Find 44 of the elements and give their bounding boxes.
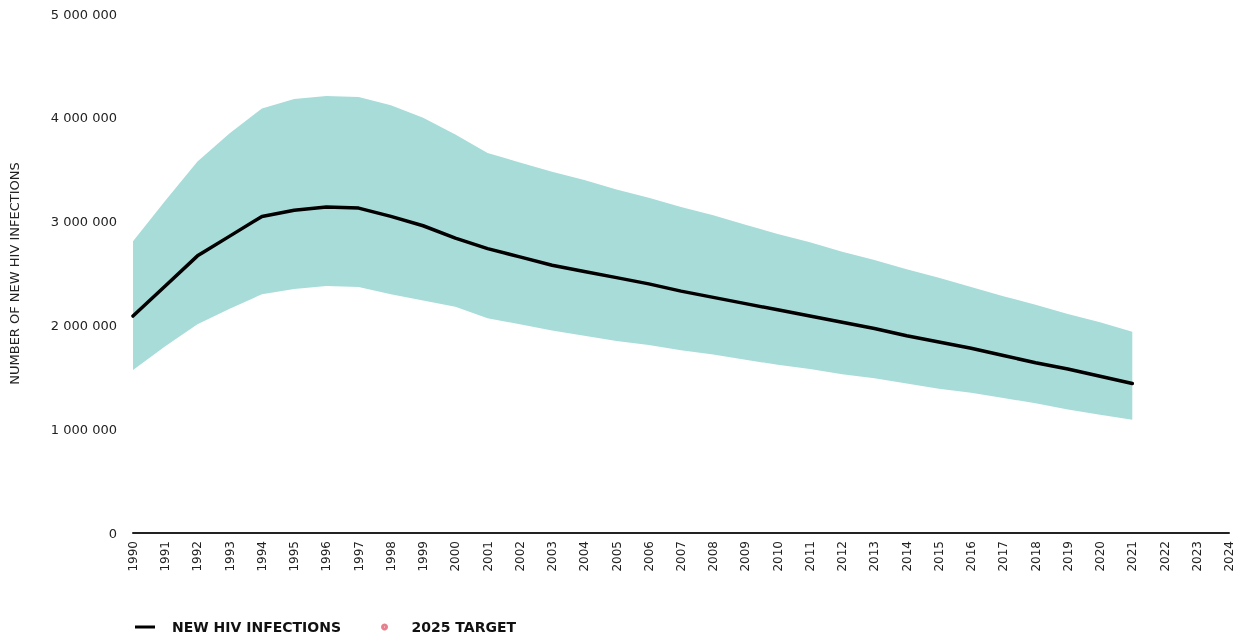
y-tick-label: 3 000 000 bbox=[50, 214, 117, 230]
x-tick-label: 2002 bbox=[512, 541, 527, 572]
x-tick-label: 1993 bbox=[222, 541, 237, 572]
x-tick-label: 2005 bbox=[609, 541, 624, 572]
x-tick-label: 2024 bbox=[1222, 541, 1236, 572]
x-tick-label: 2004 bbox=[577, 541, 592, 572]
x-tick-label: 2022 bbox=[1157, 541, 1172, 572]
x-tick-label: 2017 bbox=[996, 541, 1011, 572]
x-tick-label: 2009 bbox=[738, 541, 753, 572]
x-tick-label: 1998 bbox=[383, 541, 398, 572]
y-tick-label: 5 000 000 bbox=[50, 6, 117, 22]
x-tick-label: 2007 bbox=[674, 541, 688, 572]
y-tick-label: 1 000 000 bbox=[50, 421, 117, 437]
y-tick-label: 0 bbox=[108, 525, 117, 541]
x-tick-label: 2020 bbox=[1093, 541, 1108, 572]
x-tick-label: 1995 bbox=[287, 541, 302, 572]
x-tick-label: 1997 bbox=[351, 541, 366, 572]
x-tick-label: 2000 bbox=[448, 541, 463, 572]
y-axis-title: NUMBER OF NEW HIV INFECTIONS bbox=[7, 162, 22, 385]
x-tick-label: 2003 bbox=[545, 541, 560, 572]
x-tick-label: 2021 bbox=[1125, 541, 1140, 572]
x-tick-label: 2001 bbox=[480, 541, 495, 572]
x-tick-label: 2014 bbox=[899, 541, 914, 572]
x-tick-label: 2013 bbox=[867, 541, 882, 572]
x-tick-label: 2016 bbox=[964, 541, 979, 572]
x-tick-label: 2008 bbox=[706, 541, 721, 572]
x-tick-label: 2011 bbox=[802, 541, 817, 572]
x-tick-label: 2010 bbox=[770, 541, 785, 572]
y-tick-label: 4 000 000 bbox=[50, 110, 117, 126]
legend-label: 2025 TARGET bbox=[411, 619, 517, 635]
y-tick-label: 2 000 000 bbox=[50, 317, 117, 333]
x-tick-label: 1999 bbox=[416, 541, 431, 572]
x-tick-label: 1990 bbox=[126, 541, 140, 572]
legend-label: NEW HIV INFECTIONS bbox=[172, 619, 342, 635]
x-tick-label: 2012 bbox=[835, 541, 850, 572]
x-tick-label: 1994 bbox=[254, 541, 269, 572]
x-tick-label: 2018 bbox=[1028, 541, 1043, 572]
x-tick-label: 2023 bbox=[1189, 541, 1204, 572]
x-tick-label: 1991 bbox=[158, 541, 173, 572]
x-tick-label: 2019 bbox=[1060, 541, 1075, 572]
x-tick-label: 1996 bbox=[319, 541, 334, 572]
x-tick-label: 2015 bbox=[931, 541, 946, 572]
x-tick-label: 1992 bbox=[190, 541, 205, 572]
x-tick-label: 2006 bbox=[641, 541, 656, 572]
